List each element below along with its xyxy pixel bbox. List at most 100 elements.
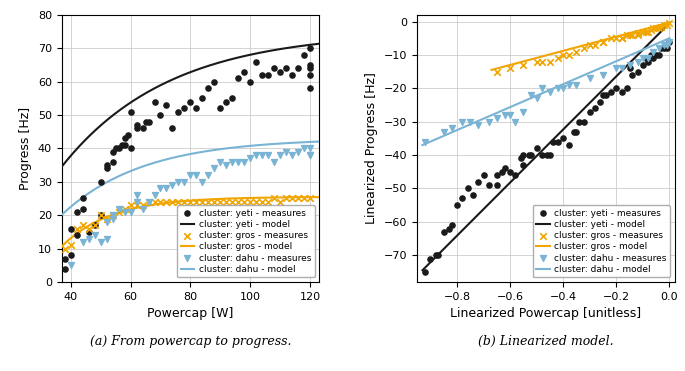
- cluster: dahu - measures: (86, 32): dahu - measures: (86, 32): [203, 172, 214, 178]
- cluster: yeti - measures: (-0.46, -40): yeti - measures: (-0.46, -40): [542, 152, 553, 158]
- cluster: yeti - measures: (-0.74, -52): yeti - measures: (-0.74, -52): [467, 192, 478, 198]
- cluster: yeti - measures: (-0.26, -24): yeti - measures: (-0.26, -24): [595, 99, 606, 105]
- cluster: yeti - measures: (52, 35): yeti - measures: (52, 35): [101, 162, 112, 168]
- cluster: gros - measures: (-0.02, -1): gros - measures: (-0.02, -1): [658, 22, 669, 28]
- cluster: yeti - measures: (38, 7): yeti - measures: (38, 7): [59, 256, 70, 262]
- cluster: yeti - model: (47.3, 44.7): yeti - model: (47.3, 44.7): [88, 131, 97, 135]
- cluster: yeti - measures: (90, 52): yeti - measures: (90, 52): [215, 105, 226, 111]
- cluster: dahu - measures: (-0.15, -13): dahu - measures: (-0.15, -13): [624, 62, 635, 68]
- cluster: gros - measures: (40, 11): gros - measures: (40, 11): [65, 242, 76, 248]
- cluster: gros - measures: (110, 24): gros - measures: (110, 24): [275, 199, 286, 205]
- cluster: yeti - measures: (-0.28, -26): yeti - measures: (-0.28, -26): [590, 105, 601, 111]
- cluster: yeti - measures: (-0.8, -55): yeti - measures: (-0.8, -55): [451, 202, 462, 208]
- cluster: dahu - measures: (62, 24): dahu - measures: (62, 24): [131, 199, 142, 205]
- Line: cluster: yeti - model: cluster: yeti - model: [62, 44, 319, 167]
- cluster: yeti - measures: (50, 30): yeti - measures: (50, 30): [95, 179, 106, 185]
- cluster: yeti - measures: (112, 64): yeti - measures: (112, 64): [281, 65, 292, 71]
- cluster: yeti - measures: (-0.5, -38): yeti - measures: (-0.5, -38): [531, 145, 542, 151]
- cluster: gros - measures: (76, 24): gros - measures: (76, 24): [173, 199, 184, 205]
- cluster: gros - measures: (-0.65, -15): gros - measures: (-0.65, -15): [491, 69, 502, 75]
- cluster: dahu - measures: (82, 32): dahu - measures: (82, 32): [191, 172, 202, 178]
- cluster: dahu - measures: (-0.78, -30): dahu - measures: (-0.78, -30): [457, 119, 468, 125]
- cluster: gros - measures: (100, 24): gros - measures: (100, 24): [245, 199, 256, 205]
- cluster: dahu - measures: (48, 14): dahu - measures: (48, 14): [89, 232, 100, 238]
- cluster: gros - measures: (78, 24): gros - measures: (78, 24): [179, 199, 190, 205]
- cluster: yeti - measures: (-0.85, -63): yeti - measures: (-0.85, -63): [438, 229, 449, 235]
- cluster: gros - model: (123, 25.4): gros - model: (123, 25.4): [315, 195, 323, 199]
- cluster: dahu - measures: (78, 30): dahu - measures: (78, 30): [179, 179, 190, 185]
- cluster: yeti - measures: (-0.08, -12): yeti - measures: (-0.08, -12): [643, 59, 653, 65]
- cluster: yeti - measures: (62, 46): yeti - measures: (62, 46): [131, 125, 142, 131]
- cluster: dahu - measures: (84, 30): dahu - measures: (84, 30): [197, 179, 208, 185]
- cluster: gros - measures: (56, 21): gros - measures: (56, 21): [113, 209, 124, 215]
- cluster: gros - measures: (112, 25): gros - measures: (112, 25): [281, 196, 292, 201]
- cluster: dahu - measures: (92, 35): dahu - measures: (92, 35): [221, 162, 232, 168]
- cluster: yeti - measures: (108, 64): yeti - measures: (108, 64): [269, 65, 279, 71]
- cluster: yeti - measures: (60, 51): yeti - measures: (60, 51): [125, 109, 136, 115]
- cluster: gros - measures: (-0.35, -9): gros - measures: (-0.35, -9): [571, 49, 582, 55]
- cluster: yeti - measures: (42, 14): yeti - measures: (42, 14): [71, 232, 82, 238]
- cluster: yeti - measures: (-0.22, -21): yeti - measures: (-0.22, -21): [606, 89, 616, 95]
- cluster: dahu - measures: (-0.92, -36): dahu - measures: (-0.92, -36): [420, 139, 431, 145]
- cluster: yeti - measures: (-0.83, -62): yeti - measures: (-0.83, -62): [443, 226, 454, 232]
- cluster: yeti - measures: (65, 48): yeti - measures: (65, 48): [140, 119, 151, 125]
- cluster: gros - measures: (50, 20): gros - measures: (50, 20): [95, 212, 106, 218]
- cluster: gros - measures: (-0.15, -4): gros - measures: (-0.15, -4): [624, 32, 635, 38]
- cluster: dahu - measures: (-0.55, -27): dahu - measures: (-0.55, -27): [518, 109, 529, 115]
- cluster: dahu - measures: (80, 32): dahu - measures: (80, 32): [185, 172, 196, 178]
- cluster: dahu - measures: (-0.5, -23): dahu - measures: (-0.5, -23): [531, 95, 542, 101]
- cluster: gros - measures: (62, 23): gros - measures: (62, 23): [131, 202, 142, 208]
- Text: (b) Linearized model.: (b) Linearized model.: [478, 335, 614, 348]
- cluster: dahu - measures: (-0.85, -33): dahu - measures: (-0.85, -33): [438, 129, 449, 135]
- cluster: gros - measures: (46, 16): gros - measures: (46, 16): [83, 226, 94, 232]
- cluster: yeti - measures: (92, 54): yeti - measures: (92, 54): [221, 99, 232, 105]
- cluster: yeti - measures: (120, 64): yeti - measures: (120, 64): [305, 65, 316, 71]
- cluster: yeti - measures: (94, 55): yeti - measures: (94, 55): [227, 95, 238, 101]
- cluster: yeti - model: (65, 56.5): yeti - model: (65, 56.5): [142, 91, 150, 95]
- cluster: dahu - model: (91.1, 39.9): dahu - model: (91.1, 39.9): [220, 147, 228, 151]
- cluster: yeti - measures: (-0.3, -27): yeti - measures: (-0.3, -27): [584, 109, 595, 115]
- Line: cluster: gros - model: cluster: gros - model: [62, 197, 319, 246]
- cluster: dahu - measures: (106, 38): dahu - measures: (106, 38): [263, 152, 274, 158]
- cluster: dahu - measures: (120, 38): dahu - measures: (120, 38): [305, 152, 316, 158]
- cluster: gros - measures: (-0.05, -2): gros - measures: (-0.05, -2): [651, 25, 662, 31]
- cluster: yeti - model: (99.1, 67.9): yeti - model: (99.1, 67.9): [243, 53, 251, 58]
- cluster: yeti - measures: (-0.9, -71): yeti - measures: (-0.9, -71): [425, 256, 436, 262]
- cluster: gros - measures: (104, 24): gros - measures: (104, 24): [257, 199, 268, 205]
- cluster: gros - measures: (-0.06, -2): gros - measures: (-0.06, -2): [648, 25, 659, 31]
- cluster: dahu - measures: (110, 38): dahu - measures: (110, 38): [275, 152, 286, 158]
- cluster: gros - measures: (54, 20): gros - measures: (54, 20): [107, 212, 118, 218]
- cluster: yeti - measures: (64, 46): yeti - measures: (64, 46): [137, 125, 148, 131]
- cluster: dahu - measures: (120, 40): dahu - measures: (120, 40): [305, 145, 316, 151]
- cluster: yeti - measures: (-0.52, -40): yeti - measures: (-0.52, -40): [526, 152, 537, 158]
- cluster: gros - model: (99.1, 25.1): gros - model: (99.1, 25.1): [243, 196, 251, 200]
- cluster: dahu - measures: (-0.75, -30): dahu - measures: (-0.75, -30): [464, 119, 475, 125]
- cluster: dahu - measures: (76, 30): dahu - measures: (76, 30): [173, 179, 184, 185]
- cluster: yeti - measures: (72, 53): yeti - measures: (72, 53): [161, 102, 172, 108]
- cluster: gros - measures: (84, 24): gros - measures: (84, 24): [197, 199, 208, 205]
- cluster: yeti - measures: (-0.87, -70): yeti - measures: (-0.87, -70): [433, 252, 444, 258]
- cluster: yeti - measures: (-0.63, -45): yeti - measures: (-0.63, -45): [497, 169, 508, 175]
- cluster: gros - measures: (106, 24): gros - measures: (106, 24): [263, 199, 274, 205]
- cluster: dahu - measures: (50, 12): dahu - measures: (50, 12): [95, 239, 106, 245]
- cluster: yeti - measures: (-0.25, -22): yeti - measures: (-0.25, -22): [597, 92, 608, 98]
- cluster: yeti - measures: (120, 58): yeti - measures: (120, 58): [305, 85, 316, 91]
- cluster: yeti - measures: (48, 17): yeti - measures: (48, 17): [89, 222, 100, 228]
- cluster: dahu - model: (99.5, 40.7): dahu - model: (99.5, 40.7): [245, 144, 253, 148]
- cluster: dahu - measures: (-0.01, -7): dahu - measures: (-0.01, -7): [661, 42, 672, 48]
- cluster: dahu - measures: (118, 40): dahu - measures: (118, 40): [299, 145, 310, 151]
- cluster: dahu - measures: (52, 13): dahu - measures: (52, 13): [101, 236, 112, 242]
- cluster: yeti - measures: (68, 54): yeti - measures: (68, 54): [149, 99, 160, 105]
- cluster: yeti - measures: (59, 44): yeti - measures: (59, 44): [122, 132, 133, 138]
- cluster: yeti - measures: (86, 58): yeti - measures: (86, 58): [203, 85, 214, 91]
- cluster: yeti - measures: (-0.16, -20): yeti - measures: (-0.16, -20): [621, 85, 632, 91]
- cluster: yeti - measures: (46, 15): yeti - measures: (46, 15): [83, 229, 94, 235]
- cluster: gros - measures: (52, 19): gros - measures: (52, 19): [101, 216, 112, 221]
- cluster: gros - measures: (44, 17): gros - measures: (44, 17): [77, 222, 88, 228]
- cluster: gros - measures: (-0.01, -1): gros - measures: (-0.01, -1): [661, 22, 672, 28]
- cluster: gros - measures: (-0.09, -3): gros - measures: (-0.09, -3): [640, 29, 651, 35]
- cluster: gros - model: (99.5, 25.2): gros - model: (99.5, 25.2): [245, 196, 253, 200]
- cluster: dahu - measures: (-0.65, -29): dahu - measures: (-0.65, -29): [491, 115, 502, 121]
- cluster: dahu - model: (65, 34.9): dahu - model: (65, 34.9): [142, 163, 150, 168]
- cluster: yeti - measures: (102, 66): yeti - measures: (102, 66): [251, 59, 262, 65]
